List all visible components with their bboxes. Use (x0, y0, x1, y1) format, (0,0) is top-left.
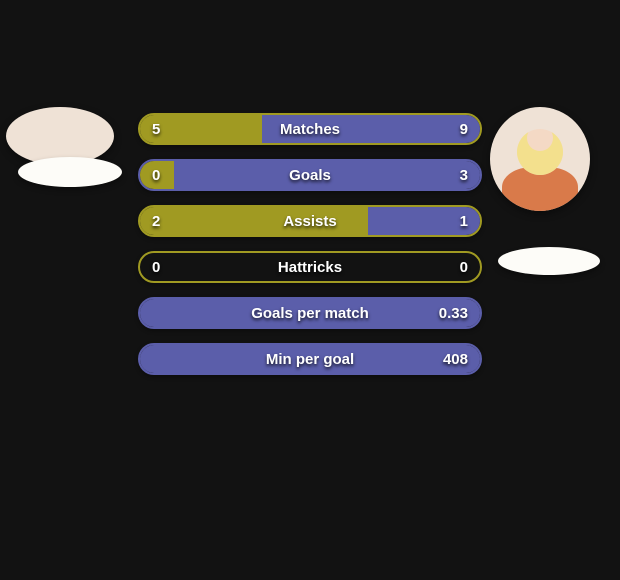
stat-row: Hattricks0 0 (138, 251, 482, 283)
content-area: Matches59 Goals03 Assists21 Hattricks0 0 Goal… (0, 113, 620, 375)
comparison-card: Sigurgeirsson vs Ãsmundsson Club competi… (0, 0, 620, 580)
player-right-avatar (490, 107, 590, 211)
player-right-name-pill (498, 247, 600, 275)
stat-fill-left (140, 207, 368, 235)
stat-fill-left (140, 115, 262, 143)
stat-row: Assists21 (138, 205, 482, 237)
stat-row: Goals03 (138, 159, 482, 191)
stat-row: Min per goal408 (138, 343, 482, 375)
stat-value-left: 0 (140, 253, 172, 281)
stat-label: Hattricks (140, 253, 480, 281)
stat-fill-right (262, 115, 480, 143)
stat-fill-right (140, 299, 480, 327)
stat-bars: Matches59 Goals03 Assists21 Hattricks0 0 Goal… (138, 113, 482, 375)
stat-fill-left (140, 161, 174, 189)
stat-row: Matches59 (138, 113, 482, 145)
stat-value-right: 0 (448, 253, 480, 281)
stat-fill-right (368, 207, 480, 235)
stat-fill-right (140, 345, 480, 373)
stat-fill-right (174, 161, 480, 189)
player-left-name-pill (18, 157, 122, 187)
stat-row: Goals per match0.33 (138, 297, 482, 329)
